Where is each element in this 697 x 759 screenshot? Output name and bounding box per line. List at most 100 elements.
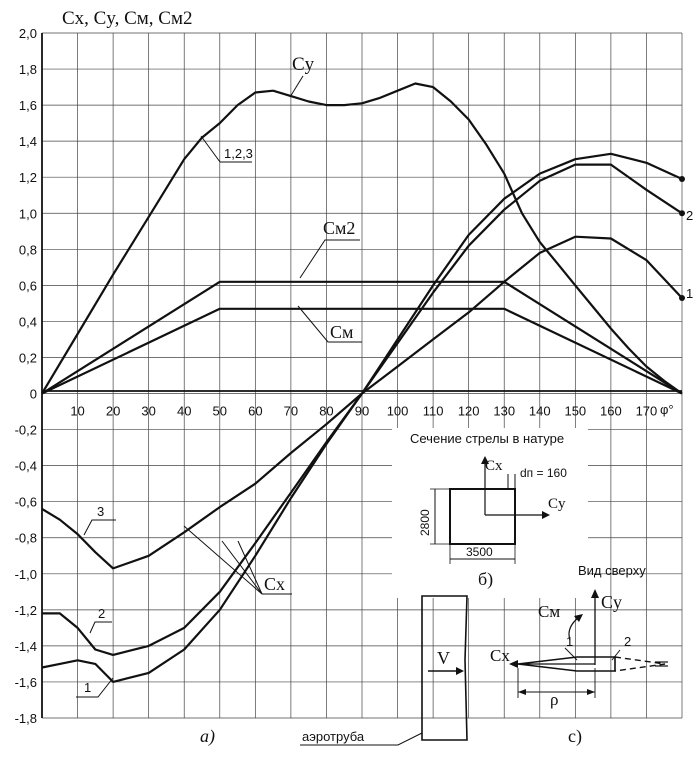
wind-tunnel-label: аэротруба xyxy=(302,729,365,744)
y-tick-label: -1,6 xyxy=(15,675,37,690)
cm2-leader xyxy=(299,239,360,279)
x-tick-label: 120 xyxy=(458,404,480,419)
x-axis-label: φ° xyxy=(660,402,674,417)
cy-label: Cу xyxy=(292,54,315,75)
curve2-leader xyxy=(89,621,112,634)
series-line-4 xyxy=(42,152,683,656)
x-tick-label: 100 xyxy=(387,404,409,419)
section-title: Сечение стрелы в натуре xyxy=(410,431,564,446)
wind-v-label: V xyxy=(437,648,450,668)
x-tick-label: 130 xyxy=(493,404,515,419)
panel-c: Вид сверху Cу Cм Cx 1 2 ρ с) xyxy=(490,563,668,747)
series-end-point xyxy=(679,294,685,301)
x-tick-label: 80 xyxy=(319,404,333,419)
y-tick-label: -0,8 xyxy=(15,531,37,546)
y-tick-label: -1,8 xyxy=(15,711,37,726)
y-tick-label: 1,2 xyxy=(19,170,37,185)
section-cy-arrow xyxy=(542,511,550,519)
cx-label: Cx xyxy=(264,574,285,594)
y-tick-label: -1,4 xyxy=(15,639,37,654)
x-tick-label: 60 xyxy=(248,404,262,419)
section-dn-label: dп = 160 xyxy=(520,466,567,480)
curve1-leader xyxy=(76,677,114,698)
y-tick-label: 0,4 xyxy=(19,314,37,329)
group-label: 1,2,3 xyxy=(224,146,253,161)
tv-cm-arc xyxy=(568,617,579,641)
tv-1-label: 1 xyxy=(566,634,573,649)
tv-rho-arrow-l xyxy=(518,689,526,695)
y-tick-label: 2,0 xyxy=(19,26,37,41)
right-label-2: 2 xyxy=(686,208,693,223)
x-tick-label: 20 xyxy=(106,404,120,419)
y-tick-label: -1,2 xyxy=(15,603,37,618)
x-tick-label: 40 xyxy=(177,404,191,419)
curve1-label: 1 xyxy=(84,680,91,695)
axes xyxy=(41,33,682,718)
tv-cy-arrow xyxy=(591,589,599,598)
x-tick-label: 90 xyxy=(355,404,369,419)
panel-c-label: с) xyxy=(568,726,582,747)
curve3-leader xyxy=(83,519,116,536)
section-rect xyxy=(449,488,516,545)
tv-2-leader xyxy=(611,649,621,661)
cm-label: Cм xyxy=(330,322,353,342)
y-tick-label: 0,8 xyxy=(19,242,37,257)
panel-a-label: а) xyxy=(200,726,215,747)
section-w-label: 3500 xyxy=(466,545,493,559)
cm-leader xyxy=(297,305,362,343)
y-tick-label: 1,4 xyxy=(19,134,37,149)
y-tick-label: 0 xyxy=(30,387,37,402)
tv-rho-arrow-r xyxy=(587,689,595,695)
y-tick-label: -0,4 xyxy=(15,459,37,474)
tv-cm-label: Cм xyxy=(538,602,560,621)
panel-b: Сечение стрелы в натуре Cx Cу dп = 160 2… xyxy=(392,428,588,598)
tunnel-outline xyxy=(421,595,468,741)
series-layer xyxy=(41,82,685,683)
x-tick-label: 70 xyxy=(284,404,298,419)
series-end-point xyxy=(679,210,685,217)
section-cx-label: Cx xyxy=(485,458,503,474)
cm2-label: Cм2 xyxy=(323,218,355,238)
cx-leader-2 xyxy=(221,540,263,595)
curve3-label: 3 xyxy=(97,504,104,519)
series-line-5 xyxy=(41,235,683,570)
y-tick-label: 1,8 xyxy=(19,62,37,77)
right-label-1: 1 xyxy=(686,286,693,301)
series-line-0 xyxy=(41,82,683,395)
y-tick-labels: 2,0 1,8 1,6 1,4 1,2 1,0 0,8 0,6 0,4 0,2 0 -0,2 -0,4 -… xyxy=(15,26,37,726)
y-tick-label: -0,2 xyxy=(15,423,37,438)
y-tick-label: -0,6 xyxy=(15,495,37,510)
tv-cx-arrow xyxy=(509,660,518,668)
tv-2-label: 2 xyxy=(624,634,631,649)
top-view-title: Вид сверху xyxy=(578,563,646,578)
y-tick-label: 1,6 xyxy=(19,98,37,113)
y-tick-label: 0,2 xyxy=(19,350,37,365)
section-cy-label: Cу xyxy=(548,496,566,512)
series-line-1 xyxy=(41,280,683,395)
series-end-point xyxy=(679,176,685,183)
tv-cx-label: Cx xyxy=(490,646,510,665)
wind-tunnel: V аэротруба xyxy=(300,595,468,746)
x-tick-label: 140 xyxy=(529,404,551,419)
tv-rho-label: ρ xyxy=(550,690,558,709)
group-leader xyxy=(200,135,221,163)
tv-boom-dashed xyxy=(614,656,666,672)
cx-leader-3 xyxy=(237,540,263,595)
x-tick-label: 150 xyxy=(564,404,586,419)
section-h-label: 2800 xyxy=(418,509,432,536)
x-tick-label: 160 xyxy=(600,404,622,419)
curve2-label: 2 xyxy=(98,606,105,621)
x-tick-label: 170 xyxy=(636,404,658,419)
x-tick-label: 50 xyxy=(213,404,227,419)
tv-cy-label: Cу xyxy=(601,592,622,612)
tv-boom-solid xyxy=(517,656,616,672)
x-tick-label: 10 xyxy=(70,404,84,419)
tunnel-leader xyxy=(300,732,423,746)
section-cx-arrow xyxy=(481,456,489,464)
chart-title: Cx, Cy, Cм, Cм2 xyxy=(62,8,193,29)
cy-leader xyxy=(289,75,304,98)
panel-b-label: б) xyxy=(478,569,493,590)
x-tick-labels: 10 20 30 40 50 60 70 80 90 100 110 120 130 140 150 160 1… xyxy=(70,404,657,419)
x-tick-label: 110 xyxy=(423,404,444,419)
